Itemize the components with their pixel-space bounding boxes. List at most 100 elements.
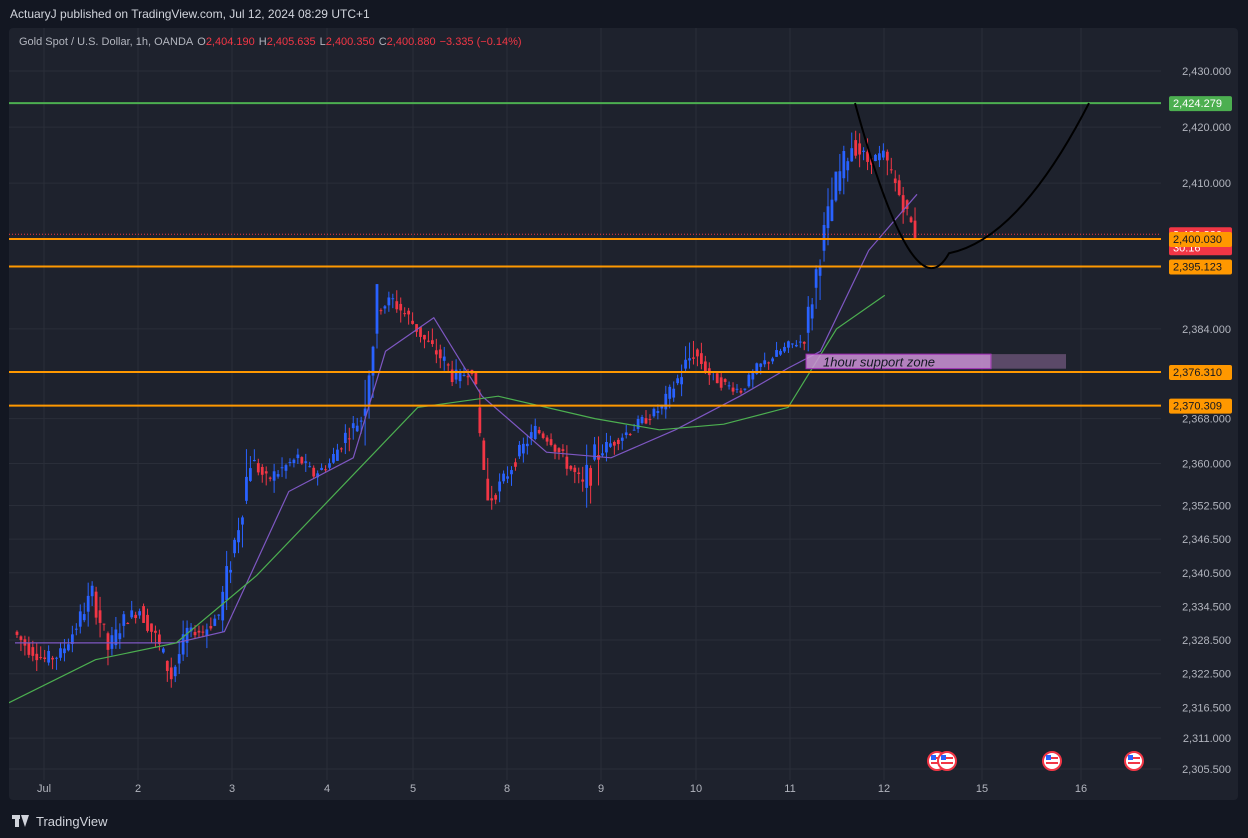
- candle-body: [719, 377, 723, 388]
- candle-body: [889, 169, 893, 171]
- candle-body: [739, 390, 743, 393]
- flag-canton: [931, 755, 936, 760]
- candle-body: [59, 648, 62, 658]
- candle-body: [593, 444, 596, 460]
- candle-body: [264, 471, 268, 474]
- candle-body: [901, 195, 905, 213]
- candle-body: [363, 408, 367, 416]
- candle-body: [252, 459, 256, 462]
- candle-body: [355, 425, 359, 432]
- candle-body: [387, 297, 391, 306]
- candle-body: [35, 653, 39, 661]
- flag-stripe: [1046, 762, 1058, 764]
- y-axis-tick-label: 2,346.500: [1182, 534, 1231, 546]
- y-axis-tick-label: 2,311.000: [1183, 733, 1231, 745]
- candle-body: [336, 449, 339, 461]
- y-axis-tick-label: 2,384.000: [1182, 324, 1231, 336]
- us-flag-event-icon[interactable]: [1124, 751, 1144, 771]
- legend-low-value: 2,400.350: [325, 36, 375, 48]
- candle-body: [905, 200, 909, 209]
- candle-body: [419, 327, 422, 337]
- candle-body: [862, 150, 865, 152]
- candle-body: [688, 358, 691, 361]
- candle-body: [288, 461, 292, 463]
- candle-body: [549, 439, 553, 446]
- support-zone-box[interactable]: [805, 353, 992, 370]
- flag-stripe: [1128, 757, 1140, 759]
- flag-stripe: [941, 757, 953, 759]
- x-axis-tick-label: 4: [324, 783, 330, 795]
- candle-body: [696, 349, 699, 357]
- candle-body: [798, 341, 802, 343]
- candle-body: [727, 385, 731, 387]
- candle-body: [31, 647, 35, 656]
- candle-body: [533, 425, 537, 440]
- candle-body: [846, 161, 850, 171]
- us-flag-event-icon[interactable]: [937, 751, 957, 771]
- candle-body: [510, 470, 513, 475]
- candle-body: [605, 441, 608, 453]
- legend-open-value: 2,404.190: [205, 36, 255, 48]
- candle-body: [67, 644, 70, 651]
- y-axis-tick-label: 2,322.500: [1182, 669, 1231, 681]
- candle-body: [434, 350, 438, 355]
- candle-body: [589, 468, 593, 486]
- candle-body: [27, 642, 31, 655]
- chart-pane[interactable]: Jul 2 3 4 5 8 9 10 11 12 15 16 2,430.000 2,420.000 2,4…: [9, 28, 1238, 800]
- candle-body: [169, 667, 173, 680]
- candle-body: [442, 356, 446, 361]
- x-axis-tick-label: 8: [504, 783, 510, 795]
- candle-body: [118, 633, 122, 640]
- candle-body: [818, 266, 822, 276]
- candle-body: [913, 220, 917, 238]
- price-level-label: 2,370.309: [1173, 401, 1222, 413]
- y-axis-tick-label: 2,316.500: [1182, 702, 1231, 714]
- x-axis-tick-label: 5: [410, 783, 416, 795]
- candle-body: [822, 224, 826, 251]
- candle-body: [86, 595, 90, 612]
- candle-body: [221, 591, 225, 621]
- us-flag-event-icon[interactable]: [1042, 751, 1062, 771]
- price-chart[interactable]: Jul 2 3 4 5 8 9 10 11 12 15 16 2,430.000 2,420.000 2,4…: [9, 28, 1238, 800]
- candle-body: [430, 340, 434, 344]
- candle-body: [154, 630, 157, 633]
- candle-body: [723, 379, 727, 382]
- candle-body: [771, 358, 774, 362]
- candle-body: [648, 419, 652, 421]
- candle-body: [379, 310, 383, 312]
- published-line: ActuaryJ published on TradingView.com, J…: [10, 7, 370, 21]
- candle-body: [537, 429, 541, 434]
- candle-body: [640, 416, 644, 424]
- candle-body: [458, 371, 462, 382]
- candle-body: [63, 648, 66, 654]
- candle-body: [74, 628, 78, 630]
- flag-stripe: [1128, 762, 1140, 764]
- candle-body: [743, 388, 747, 390]
- candle-body: [209, 626, 213, 629]
- flag-stripe: [931, 762, 943, 764]
- candle-body: [134, 614, 138, 619]
- candle-body: [82, 614, 86, 621]
- candle-body: [454, 369, 458, 380]
- candle-body: [150, 623, 153, 632]
- candle-body: [565, 456, 569, 469]
- cup-pattern-arc[interactable]: [854, 102, 1090, 270]
- flag-stripe: [931, 757, 943, 759]
- candle-body: [268, 477, 272, 479]
- candle-body: [518, 444, 521, 457]
- tradingview-logo-icon: [12, 815, 30, 827]
- candle-body: [193, 631, 197, 636]
- footer-brand[interactable]: TradingView: [0, 808, 312, 834]
- candle-body: [561, 449, 565, 451]
- legend-low-label: L: [319, 36, 326, 48]
- candle-body: [628, 434, 632, 436]
- candle-body: [320, 467, 323, 471]
- candle-body: [391, 298, 395, 300]
- candle-body: [466, 376, 470, 378]
- candle-body: [102, 623, 106, 625]
- candle-body: [806, 306, 810, 333]
- candle-body: [486, 478, 490, 501]
- candle-body: [158, 634, 161, 645]
- candle-body: [126, 623, 130, 625]
- candle-body: [834, 171, 838, 201]
